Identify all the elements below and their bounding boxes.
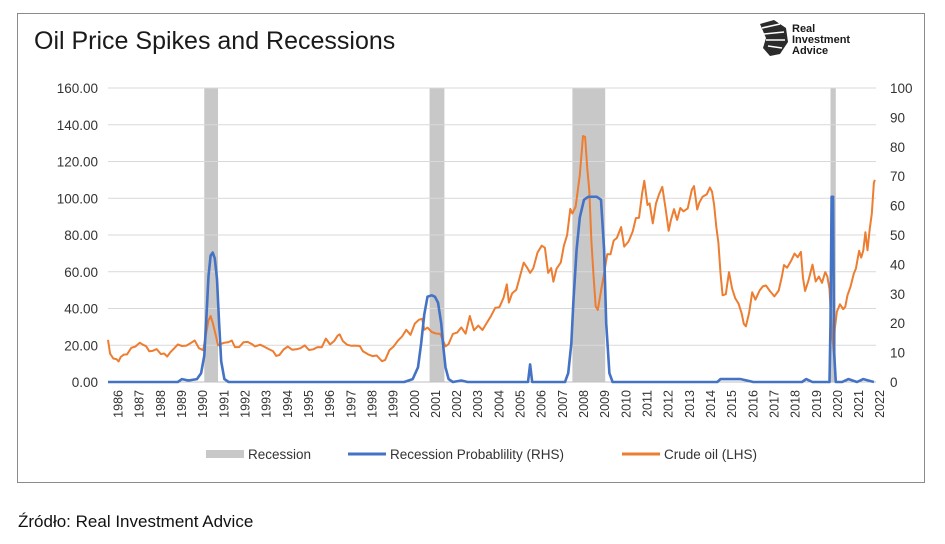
x-tick-label: 2017 — [767, 390, 781, 418]
left-tick-label: 20.00 — [64, 338, 98, 353]
x-tick-label: 2002 — [450, 390, 464, 418]
series-lines — [107, 135, 876, 384]
legend-label-recession: Recession — [248, 447, 311, 462]
x-tick-label: 1986 — [112, 390, 126, 418]
x-tick-label: 2015 — [725, 390, 739, 418]
legend-label-probability: Recession Probablility (RHS) — [390, 447, 564, 462]
right-tick-label: 40 — [890, 257, 905, 272]
x-tick-label: 2021 — [852, 390, 866, 418]
logo-line-3: Advice — [792, 45, 828, 57]
left-tick-label: 140.00 — [57, 118, 98, 133]
x-tick-label: 2006 — [535, 390, 549, 418]
logo-mark-icon — [760, 20, 788, 56]
x-tick-label: 2018 — [789, 390, 803, 418]
right-tick-label: 10 — [890, 346, 905, 361]
right-tick-label: 70 — [890, 169, 905, 184]
source-note: Źródło: Real Investment Advice — [18, 512, 254, 531]
x-tick-label: 1987 — [133, 390, 147, 418]
logo-line-1: Real — [792, 23, 815, 35]
x-tick-label: 2012 — [662, 390, 676, 418]
x-tick-label: 1993 — [260, 390, 274, 418]
x-tick-label: 2013 — [683, 390, 697, 418]
chart-frame: Oil Price Spikes and Recessions Real Inv… — [17, 13, 925, 483]
x-tick-label: 2011 — [641, 390, 655, 417]
x-tick-label: 1988 — [154, 390, 168, 418]
right-y-axis: 0 10 20 30 40 50 60 70 80 90 100 — [890, 81, 913, 390]
left-tick-label: 0.00 — [72, 375, 98, 390]
legend: Recession Recession Probablility (RHS) C… — [206, 447, 757, 462]
x-tick-label: 2003 — [471, 390, 485, 418]
right-tick-label: 80 — [890, 140, 905, 155]
chart-canvas: Oil Price Spikes and Recessions Real Inv… — [34, 20, 913, 462]
right-tick-label: 0 — [890, 375, 898, 390]
series-line-recession-probability — [108, 195, 875, 384]
left-tick-label: 160.00 — [57, 81, 98, 96]
left-tick-label: 60.00 — [64, 265, 98, 280]
x-tick-label: 1998 — [365, 390, 379, 418]
x-tick-label: 2014 — [704, 390, 718, 418]
x-tick-label: 2001 — [429, 390, 443, 418]
x-tick-label: 1995 — [302, 390, 316, 418]
x-tick-label: 2010 — [619, 390, 633, 418]
right-tick-label: 50 — [890, 228, 905, 243]
x-tick-label: 2007 — [556, 390, 570, 418]
x-tick-label: 1989 — [175, 390, 189, 418]
x-tick-label: 1996 — [323, 390, 337, 418]
x-tick-label: 2019 — [810, 390, 824, 418]
x-tick-label: 1992 — [239, 390, 253, 418]
legend-swatch-recession — [206, 450, 244, 458]
left-tick-label: 100.00 — [57, 191, 98, 206]
logo: Real Investment Advice — [760, 20, 850, 57]
x-tick-label: 1997 — [344, 390, 358, 418]
series-line-crude-oil — [107, 135, 876, 363]
right-tick-label: 100 — [890, 81, 913, 96]
chart-title: Oil Price Spikes and Recessions — [34, 27, 395, 55]
right-tick-label: 30 — [890, 287, 905, 302]
x-tick-label: 2008 — [577, 390, 591, 418]
x-tick-label: 2016 — [746, 390, 760, 418]
x-tick-label: 2005 — [514, 390, 528, 418]
x-tick-label: 1991 — [217, 390, 231, 418]
x-tick-label: 1990 — [196, 390, 210, 418]
left-tick-label: 120.00 — [57, 155, 98, 170]
x-tick-label: 2022 — [873, 390, 887, 418]
x-tick-label: 1999 — [387, 390, 401, 418]
left-tick-label: 80.00 — [64, 228, 98, 243]
x-tick-label: 1994 — [281, 390, 295, 418]
right-tick-label: 60 — [890, 199, 905, 214]
x-tick-label: 2009 — [598, 390, 612, 418]
x-tick-label: 2020 — [831, 390, 845, 418]
x-tick-label: 2004 — [492, 390, 506, 418]
logo-line-2: Investment — [792, 34, 850, 46]
x-tick-label: 2000 — [408, 390, 422, 418]
gridlines — [108, 87, 876, 383]
x-axis: 1986 1987 1988 1989 1990 1991 1992 1993 1994 1995… — [112, 390, 888, 418]
legend-label-crude-oil: Crude oil (LHS) — [664, 447, 757, 462]
left-y-axis: 0.00 20.00 40.00 60.00 80.00 100.00 120.00 140.… — [57, 81, 98, 390]
right-tick-label: 20 — [890, 316, 905, 331]
right-tick-label: 90 — [890, 110, 905, 125]
left-tick-label: 40.00 — [64, 302, 98, 317]
